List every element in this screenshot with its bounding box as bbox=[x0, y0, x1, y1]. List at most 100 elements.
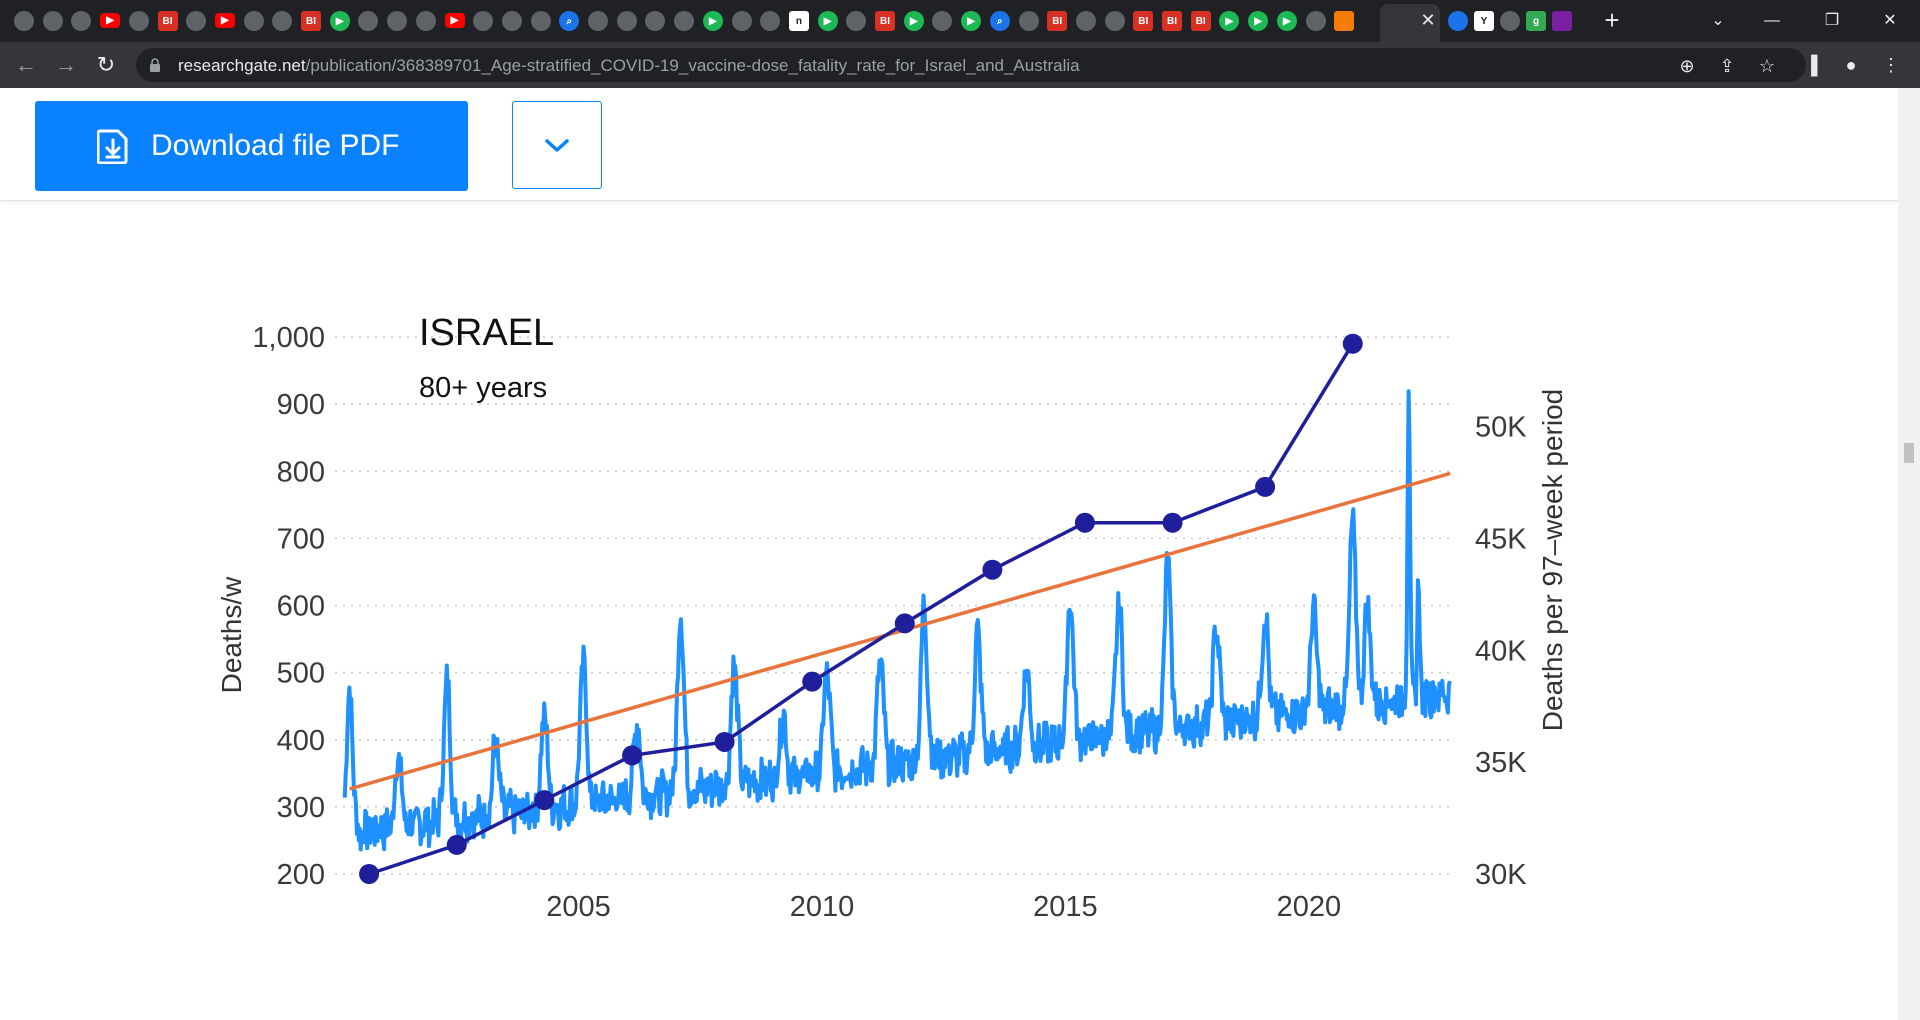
globe-icon[interactable] bbox=[243, 11, 264, 31]
play-icon[interactable]: ▶ bbox=[329, 11, 350, 31]
globe-icon[interactable] bbox=[415, 11, 436, 31]
globe-icon[interactable] bbox=[501, 11, 522, 31]
y-icon[interactable]: Y bbox=[1474, 11, 1494, 31]
globe-icon[interactable] bbox=[14, 11, 34, 31]
y-tick-label: 500 bbox=[277, 658, 325, 690]
play-icon[interactable]: ▶ bbox=[1248, 11, 1269, 31]
bi-icon[interactable]: BI bbox=[1047, 11, 1068, 31]
y-tick-label: 400 bbox=[277, 725, 325, 757]
period-point bbox=[1162, 512, 1183, 533]
y-tick-label: 600 bbox=[277, 591, 325, 623]
play-icon[interactable]: ▶ bbox=[817, 11, 838, 31]
globe-icon[interactable] bbox=[128, 11, 149, 31]
play-icon[interactable]: ▶ bbox=[903, 11, 924, 31]
zoom-icon[interactable]: ⊕ bbox=[1679, 56, 1695, 76]
globe-icon[interactable] bbox=[186, 11, 207, 31]
profile-icon[interactable]: ● bbox=[1845, 55, 1857, 75]
bi-icon[interactable]: BI bbox=[1190, 11, 1211, 31]
globe-icon[interactable] bbox=[1018, 11, 1039, 31]
share-icon[interactable]: ⇪ bbox=[1719, 56, 1735, 76]
download-pdf-button[interactable]: Download file PDF bbox=[35, 101, 468, 191]
active-tab[interactable] bbox=[1380, 4, 1440, 42]
globe-icon[interactable] bbox=[358, 11, 379, 31]
reload-icon[interactable]: ↻ bbox=[96, 52, 116, 77]
globe-icon[interactable] bbox=[645, 11, 666, 31]
close-window-icon[interactable]: ✕ bbox=[1883, 12, 1897, 29]
bookmark-star-icon[interactable]: ☆ bbox=[1758, 56, 1776, 76]
browser-toolbar: ← → ↻ researchgate.net/publication/36838… bbox=[0, 42, 1920, 88]
address-bar[interactable]: researchgate.net/publication/368389701_A… bbox=[136, 48, 1806, 82]
x-tick-label: 2015 bbox=[1033, 891, 1098, 923]
bi-icon[interactable]: BI bbox=[301, 11, 321, 31]
globe-icon[interactable] bbox=[846, 11, 867, 31]
globe-icon[interactable] bbox=[731, 11, 752, 31]
play-icon[interactable]: ▶ bbox=[961, 11, 982, 31]
forward-icon[interactable]: → bbox=[55, 52, 77, 77]
globe-icon[interactable] bbox=[530, 11, 551, 31]
twitter-icon[interactable] bbox=[1448, 11, 1468, 31]
tab-search-icon[interactable]: ⌄ bbox=[1711, 12, 1725, 29]
g-icon[interactable]: g bbox=[1526, 11, 1546, 31]
mail-icon[interactable] bbox=[1552, 11, 1572, 31]
globe-icon[interactable] bbox=[1075, 11, 1096, 31]
side-panel-icon[interactable]: ▐ bbox=[1804, 55, 1818, 75]
y-axis-right-title: Deaths per 97–week period bbox=[1537, 389, 1568, 731]
chevron-down-icon bbox=[545, 139, 569, 152]
menu-icon[interactable]: ⋮ bbox=[1882, 55, 1900, 75]
period-deaths-series bbox=[368, 342, 1355, 876]
globe-icon[interactable] bbox=[42, 11, 63, 31]
period-point bbox=[446, 834, 467, 855]
bi-icon[interactable]: BI bbox=[157, 11, 178, 31]
n-icon[interactable]: n bbox=[788, 11, 809, 31]
search-icon[interactable]: ⌕ bbox=[989, 11, 1010, 31]
globe-icon[interactable] bbox=[760, 11, 781, 31]
globe-icon[interactable] bbox=[473, 11, 494, 31]
x-axis-ticks: 2005 2010 2015 2020 bbox=[546, 891, 1341, 923]
bi-icon[interactable]: BI bbox=[1133, 11, 1154, 31]
new-tab-button[interactable]: + bbox=[1604, 5, 1620, 35]
globe-icon[interactable] bbox=[1305, 11, 1326, 31]
israel-deaths-chart: 200 300 400 500 600 700 800 900 1,000 30K 35K 40K 4… bbox=[216, 312, 1568, 923]
period-point bbox=[982, 559, 1003, 580]
search-icon[interactable]: ⌕ bbox=[559, 11, 580, 31]
close-tab-icon[interactable]: ✕ bbox=[1420, 10, 1436, 30]
page-content: Download file PDF 200 300 400 500 600 700 800 9… bbox=[0, 88, 1920, 1020]
lock-icon bbox=[150, 58, 160, 72]
youtube-icon[interactable]: ▶ bbox=[214, 13, 235, 28]
globe-icon[interactable] bbox=[932, 11, 953, 31]
bi-icon[interactable]: BI bbox=[875, 11, 895, 31]
globe-icon[interactable] bbox=[71, 11, 92, 31]
y2-tick-label: 40K bbox=[1475, 635, 1527, 667]
globe-icon[interactable] bbox=[588, 11, 608, 31]
file-download-icon bbox=[97, 129, 128, 164]
restore-icon[interactable]: ❐ bbox=[1824, 12, 1840, 29]
y2-tick-label: 50K bbox=[1475, 412, 1527, 444]
play-icon[interactable]: ▶ bbox=[1276, 11, 1297, 31]
youtube-icon[interactable]: ▶ bbox=[444, 13, 465, 28]
globe-icon[interactable] bbox=[674, 11, 695, 31]
back-icon[interactable]: ← bbox=[15, 52, 37, 77]
y-axis-left-title: Deaths/w bbox=[216, 576, 247, 693]
minimize-icon[interactable]: — bbox=[1764, 12, 1780, 29]
globe-icon[interactable] bbox=[616, 11, 637, 31]
download-options-dropdown[interactable] bbox=[512, 101, 602, 189]
bi-icon[interactable]: BI bbox=[1162, 11, 1182, 31]
globe-icon[interactable] bbox=[1500, 11, 1520, 31]
y-tick-label: 1,000 bbox=[252, 322, 325, 354]
chart-subtitle: 80+ years bbox=[419, 372, 547, 404]
globe-icon[interactable] bbox=[272, 11, 293, 31]
y-axis-right-ticks: 30K 35K 40K 45K 50K bbox=[1475, 412, 1527, 892]
x-tick-label: 2005 bbox=[546, 891, 611, 923]
play-icon[interactable]: ▶ bbox=[702, 11, 723, 31]
globe-icon[interactable] bbox=[387, 11, 408, 31]
y-tick-label: 200 bbox=[277, 859, 325, 891]
period-point bbox=[359, 864, 380, 884]
youtube-icon[interactable]: ▶ bbox=[100, 13, 121, 28]
page-scrollbar[interactable] bbox=[1898, 88, 1920, 1020]
substack-icon[interactable] bbox=[1334, 11, 1355, 31]
play-icon[interactable]: ▶ bbox=[1219, 11, 1240, 31]
scrollbar-thumb[interactable] bbox=[1904, 443, 1914, 463]
globe-icon[interactable] bbox=[1104, 11, 1125, 31]
download-pdf-label: Download file PDF bbox=[151, 129, 400, 162]
